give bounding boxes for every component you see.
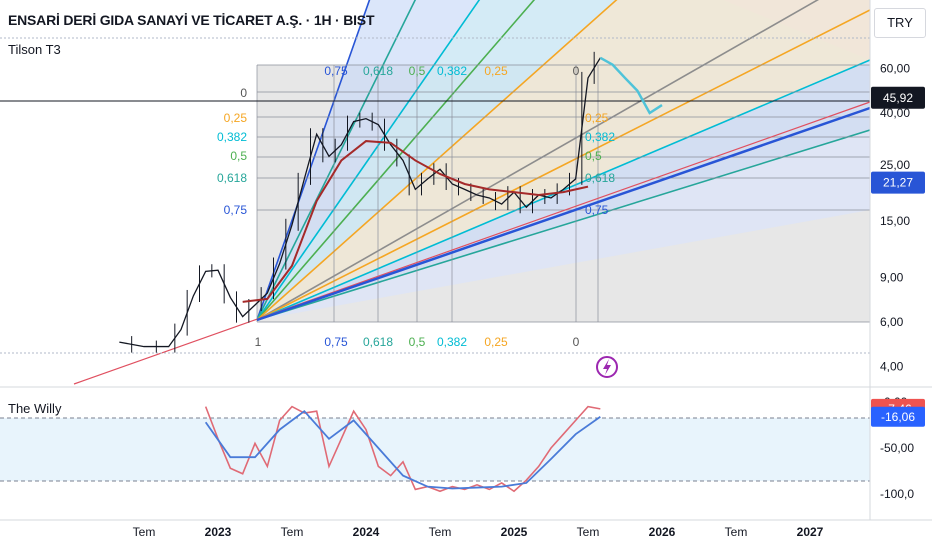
fib-left-label: 0,75 xyxy=(224,203,248,217)
y-tick-label: 15,00 xyxy=(880,214,910,228)
fib-right-label: 0,382 xyxy=(585,130,615,144)
fib-bottom-label: 0 xyxy=(573,335,580,349)
y-tick-label: 60,00 xyxy=(880,61,910,75)
x-tick-label: Tem xyxy=(725,525,748,539)
osc-badge-label: -16,06 xyxy=(881,410,915,424)
price-badge xyxy=(871,86,925,109)
fan-line xyxy=(256,0,820,321)
x-tick-label: 2027 xyxy=(797,525,824,539)
fan-line xyxy=(256,0,481,321)
fib-right-label: 0,25 xyxy=(585,111,609,125)
fib-bottom-label: 1 xyxy=(255,335,262,349)
fib-top-label: 0,75 xyxy=(324,64,348,78)
fib-right-label: 0,75 xyxy=(585,203,609,217)
chart-title: ENSARİ DERİ GIDA SANAYİ VE TİCARET A.Ş. … xyxy=(8,12,375,28)
support-line xyxy=(73,101,871,385)
x-tick-label: Tem xyxy=(577,525,600,539)
fib-fan-lines xyxy=(256,0,870,321)
price-badge-label: 21,27 xyxy=(883,176,913,190)
oscillator-label: The Willy xyxy=(8,401,62,416)
projection-line xyxy=(599,56,663,115)
fib-bottom-label: 0,75 xyxy=(324,335,348,349)
osc-tick-label: -50,00 xyxy=(880,441,914,455)
fan-line xyxy=(256,0,618,321)
currency-button[interactable]: TRY xyxy=(874,8,926,38)
fib-left-label: 0,382 xyxy=(217,130,247,144)
x-tick-label: 2024 xyxy=(353,525,380,539)
y-tick-label: 4,00 xyxy=(880,360,904,374)
fib-top-label: 0,618 xyxy=(363,64,393,78)
x-tick-label: Tem xyxy=(133,525,156,539)
fib-left-label: 0,618 xyxy=(217,171,247,185)
y-axis: 60,0040,0025,0015,009,006,004,00-0,00-50… xyxy=(880,61,914,501)
fib-bottom-label: 0,5 xyxy=(409,335,426,349)
osc-series xyxy=(204,405,601,493)
projection-series xyxy=(599,56,663,115)
fib-left-label: 0,5 xyxy=(230,149,247,163)
y-tick-label: 25,00 xyxy=(880,158,910,172)
fib-bottom-label: 0,618 xyxy=(363,335,393,349)
fib-top-label: 0 xyxy=(573,64,580,78)
fib-top-label: 0,5 xyxy=(409,64,426,78)
lightning-icon xyxy=(603,359,611,375)
x-tick-label: 2023 xyxy=(205,525,232,539)
x-axis: Tem 2023 Tem 2024 Tem 2025 Tem 2026 Tem 2027 xyxy=(133,525,824,539)
fib-bottom-label: 0,382 xyxy=(437,335,467,349)
y-tick-label: 6,00 xyxy=(880,315,904,329)
fib-left-label: 0 xyxy=(240,86,247,100)
fan-line xyxy=(256,0,536,321)
fib-zone-orange xyxy=(257,0,870,320)
osc-badge xyxy=(871,406,925,427)
x-tick-label: 2026 xyxy=(649,525,676,539)
x-tick-label: Tem xyxy=(429,525,452,539)
x-tick-label: Tem xyxy=(281,525,304,539)
tilson-line xyxy=(242,140,589,303)
y-tick-label: 9,00 xyxy=(880,270,904,284)
osc-band xyxy=(0,418,870,481)
trend-line xyxy=(256,106,871,322)
willy-slow-line xyxy=(204,409,601,490)
tilson-series xyxy=(242,140,589,303)
y-tick-label: 40,00 xyxy=(880,106,910,120)
fib-right-label: 0,5 xyxy=(585,149,602,163)
price-badge-label: 45,92 xyxy=(883,91,913,105)
fib-left-label: 0,25 xyxy=(224,111,248,125)
willy-fast-line xyxy=(204,405,601,493)
indicator-label: Tilson T3 xyxy=(8,42,61,57)
fib-labels: 0,75 0,618 0,5 0,382 0,25 0 1 0,75 0,618 0,5 0,382… xyxy=(217,64,615,349)
fib-bottom-label: 0,25 xyxy=(484,335,508,349)
fan-line xyxy=(256,0,371,321)
fib-fan xyxy=(256,0,870,323)
fan-line xyxy=(256,9,870,321)
price-badge xyxy=(871,171,925,194)
fib-top-label: 0,382 xyxy=(437,64,467,78)
x-tick-label: 2025 xyxy=(501,525,528,539)
osc-tick-label: -100,0 xyxy=(880,487,914,501)
fib-right-label: 0,618 xyxy=(585,171,615,185)
fib-top-label: 0,25 xyxy=(484,64,508,78)
fan-line xyxy=(256,129,870,321)
